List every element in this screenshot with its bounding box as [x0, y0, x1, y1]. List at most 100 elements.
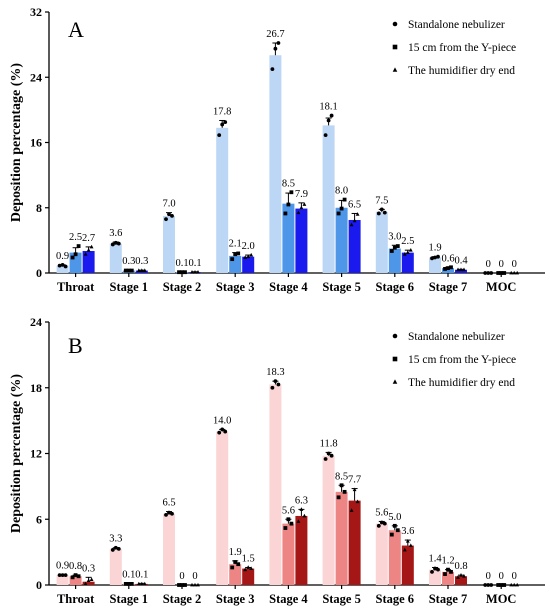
- x-tick-label: Stage 7: [429, 592, 468, 606]
- data-point: [336, 211, 341, 216]
- data-point: [515, 582, 520, 587]
- data-point: [142, 581, 147, 586]
- bar: [242, 256, 255, 273]
- data-point: [446, 567, 450, 572]
- data-point: [83, 252, 88, 256]
- data-label: 5.6: [282, 505, 295, 516]
- data-label: 2.5: [401, 236, 414, 247]
- data-point: [126, 268, 131, 273]
- data-point: [73, 252, 78, 257]
- data-point: [289, 190, 294, 195]
- bar: [282, 523, 295, 585]
- data-label: 0.3: [122, 256, 135, 267]
- data-point: [249, 566, 254, 570]
- data-point: [483, 271, 488, 275]
- data-point: [270, 385, 275, 390]
- legend-label: Standalone nebulizer: [408, 331, 505, 343]
- data-point: [509, 582, 514, 587]
- data-point: [382, 521, 387, 526]
- y-tick-label: 18: [30, 381, 42, 395]
- data-label: 11.8: [320, 438, 338, 449]
- bar: [375, 523, 388, 585]
- x-tick-label: Throat: [57, 280, 95, 294]
- y-axis-title: Deposition percentage (%): [9, 374, 24, 533]
- y-tick-label: 0: [36, 578, 42, 592]
- y-tick-label: 16: [30, 136, 42, 150]
- data-label: 2.7: [82, 233, 95, 244]
- x-tick-label: Stage 1: [110, 592, 149, 606]
- data-point: [142, 268, 147, 272]
- data-point: [86, 247, 91, 252]
- data-point: [230, 565, 235, 570]
- data-point: [126, 582, 131, 586]
- series-2: 0.8 0.1 0 1.9 5.6 8.5 5.0 1.2 0: [69, 471, 507, 587]
- data-label: 0.9: [56, 251, 69, 262]
- bar: [69, 576, 82, 585]
- data-point: [136, 268, 141, 272]
- bar: [163, 513, 175, 585]
- data-point: [355, 499, 360, 504]
- data-label: 8.5: [335, 471, 348, 482]
- bar: [322, 455, 335, 585]
- data-point: [509, 270, 514, 275]
- data-point: [217, 430, 222, 435]
- data-point: [193, 582, 197, 587]
- bar: [295, 515, 308, 585]
- data-point: [449, 569, 453, 574]
- data-label: 26.7: [266, 29, 284, 40]
- data-label: 8.0: [335, 186, 348, 197]
- x-tick-label: Throat: [57, 592, 95, 606]
- x-tick-label: Stage 2: [163, 592, 202, 606]
- data-label: 3.6: [401, 526, 414, 537]
- data-point: [110, 242, 115, 247]
- data-point: [113, 545, 118, 550]
- data-point: [60, 262, 65, 267]
- data-point: [456, 267, 460, 272]
- data-point: [355, 212, 360, 216]
- data-point: [449, 265, 453, 270]
- data-label: 0: [499, 571, 504, 582]
- data-label: 7.5: [375, 195, 388, 206]
- data-point: [170, 214, 174, 218]
- data-point: [502, 271, 507, 275]
- data-point: [70, 575, 75, 580]
- data-point: [273, 46, 278, 51]
- data-point: [89, 577, 94, 581]
- data-label: 7.0: [162, 199, 175, 210]
- x-tick-label: Stage 3: [216, 280, 255, 294]
- y-axis-title: Deposition percentage (%): [9, 63, 24, 222]
- data-point: [76, 244, 81, 248]
- data-point: [323, 457, 328, 461]
- data-point: [299, 507, 304, 511]
- legend-marker: [392, 379, 398, 384]
- bar: [375, 211, 388, 273]
- x-tick-label: Stage 6: [376, 592, 415, 606]
- data-label: 5.0: [388, 512, 401, 523]
- data-point: [446, 266, 450, 271]
- x-tick-label: Stage 4: [269, 592, 308, 606]
- data-point: [392, 523, 397, 528]
- legend: Standalone nebulizer 15 cm from the Y-pie…: [392, 19, 516, 77]
- data-label: 18.1: [319, 102, 337, 113]
- y-tick-label: 24: [30, 70, 42, 84]
- data-label: 0: [192, 571, 197, 582]
- data-point: [246, 565, 251, 569]
- data-label: 2.5: [69, 232, 82, 243]
- data-point: [249, 252, 254, 257]
- data-point: [167, 510, 171, 515]
- bar: [455, 576, 467, 585]
- data-point: [336, 495, 341, 500]
- data-point: [217, 133, 222, 138]
- x-tick-label: Stage 1: [110, 280, 149, 294]
- data-point: [183, 270, 187, 275]
- data-label: 0.9: [56, 561, 69, 572]
- legend-label: The humidifier dry end: [408, 65, 515, 77]
- data-point: [223, 120, 228, 125]
- data-point: [170, 511, 174, 516]
- data-point: [499, 583, 504, 587]
- data-label: 6.5: [348, 199, 361, 210]
- legend: Standalone nebulizer 15 cm from the Y-pie…: [392, 331, 516, 389]
- data-point: [299, 205, 304, 210]
- data-point: [180, 583, 184, 587]
